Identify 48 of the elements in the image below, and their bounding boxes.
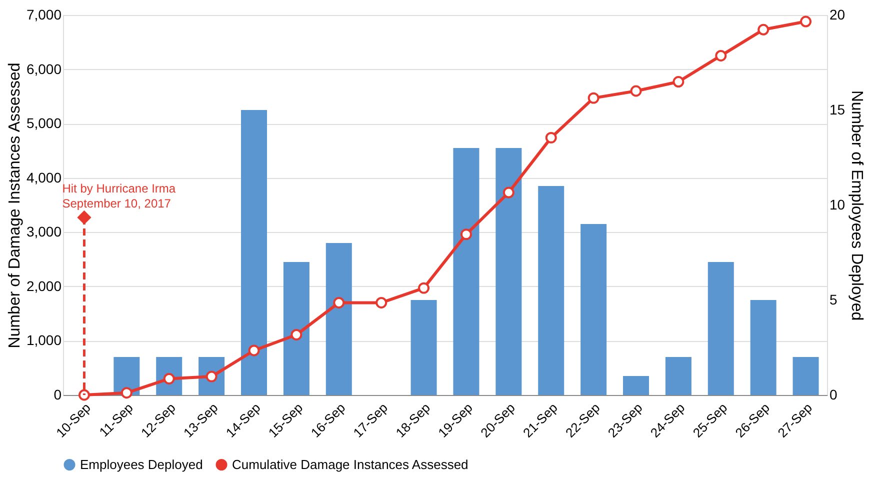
- y-tick-label: 4,000: [26, 169, 62, 186]
- bar: [792, 357, 819, 395]
- point: [800, 16, 812, 28]
- y-tick-label: 1,000: [26, 332, 62, 348]
- y-tick-label: 6,000: [26, 60, 62, 77]
- point: [120, 387, 132, 399]
- bar: [283, 262, 310, 395]
- bar: [750, 300, 776, 395]
- y-tick-label: 0: [54, 386, 62, 402]
- bar: [496, 148, 522, 395]
- y2-axis-title: Number of Employees Deployed: [848, 90, 866, 321]
- point: [78, 389, 90, 401]
- y-tick-label: 3,000: [26, 224, 62, 240]
- point: [248, 344, 260, 356]
- point: [376, 296, 388, 308]
- y-tick-label: 5,000: [26, 115, 62, 132]
- annotation: Hit by Hurricane Irma September 10, 2017: [62, 181, 176, 210]
- point: [502, 186, 514, 198]
- y2-tick-label: 0: [830, 386, 838, 402]
- bar: [538, 186, 564, 395]
- bar: [326, 243, 352, 395]
- legend-label: Cumulative Damage Instances Assessed: [232, 456, 468, 472]
- point: [290, 329, 302, 340]
- bar: [665, 357, 692, 395]
- legend-label: Employees Deployed: [80, 456, 203, 472]
- point: [333, 296, 345, 308]
- y2-tick-label: 5: [830, 292, 838, 308]
- point: [715, 50, 727, 62]
- point: [545, 132, 557, 144]
- bar: [453, 148, 480, 395]
- point: [758, 24, 770, 36]
- bar: [241, 110, 267, 395]
- y2-tick-label: 15: [830, 102, 846, 118]
- bar: [580, 224, 607, 395]
- point: [588, 92, 600, 104]
- y2-tick-label: 20: [830, 6, 846, 22]
- bar: [708, 262, 734, 395]
- y2-tick-label: 10: [830, 196, 846, 212]
- point: [630, 85, 642, 97]
- point: [460, 228, 472, 240]
- point: [672, 76, 684, 88]
- point: [418, 282, 430, 294]
- bar: [623, 376, 649, 395]
- bar: [410, 300, 437, 395]
- y-tick-label: 2,000: [26, 278, 62, 294]
- point: [77, 210, 92, 225]
- y-axis-title: Number of Damage Instances Assessed: [6, 62, 24, 348]
- y-tick-label: 7,000: [26, 6, 62, 22]
